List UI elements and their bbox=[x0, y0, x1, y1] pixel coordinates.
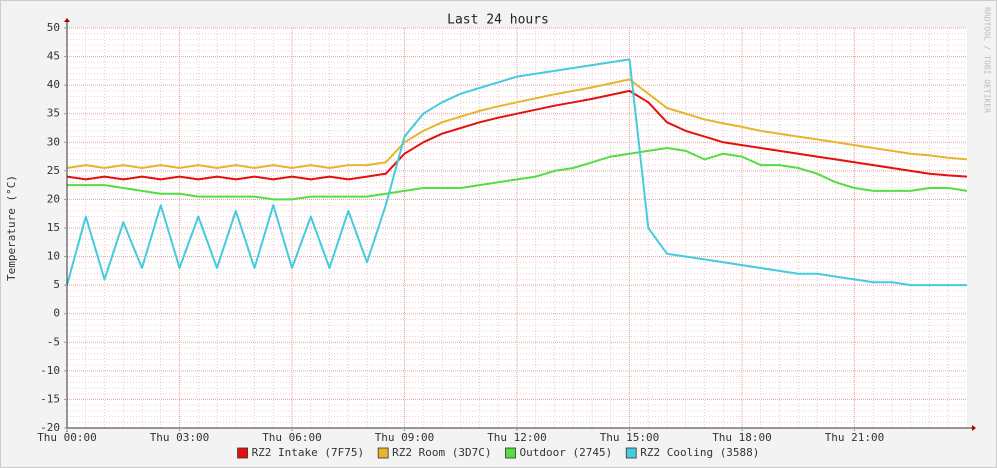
y-tick-label: -20 bbox=[40, 421, 60, 434]
x-tick-label: Thu 09:00 bbox=[375, 431, 435, 444]
y-tick-label: 0 bbox=[53, 307, 60, 320]
legend-label: RZ2 Cooling (3588) bbox=[640, 446, 759, 459]
chart-title: Last 24 hours bbox=[447, 13, 549, 28]
x-tick-label: Thu 15:00 bbox=[600, 431, 660, 444]
y-tick-label: 5 bbox=[53, 278, 60, 291]
series-line bbox=[66, 78, 968, 169]
x-tick-label: Thu 03:00 bbox=[150, 431, 210, 444]
x-tick-label: Thu 12:00 bbox=[487, 431, 547, 444]
y-tick-label: 40 bbox=[47, 78, 60, 91]
y-tick-label: 25 bbox=[47, 164, 60, 177]
legend-label: RZ2 Room (3D7C) bbox=[392, 446, 491, 459]
legend-swatch bbox=[625, 447, 637, 459]
y-axis-label: Temperature (°C) bbox=[5, 175, 18, 281]
x-tick-label: Thu 00:00 bbox=[37, 431, 97, 444]
y-tick-label: -10 bbox=[40, 364, 60, 377]
y-tick-label: 35 bbox=[47, 107, 60, 120]
legend-item: RZ2 Intake (7F75) bbox=[237, 446, 365, 459]
legend-label: Outdoor (2745) bbox=[520, 446, 613, 459]
x-arrow bbox=[972, 425, 976, 431]
y-tick-label: -5 bbox=[47, 335, 60, 348]
legend-item: Outdoor (2745) bbox=[505, 446, 613, 459]
legend-swatch bbox=[505, 447, 516, 459]
y-tick-label: 15 bbox=[47, 221, 60, 234]
y-tick-label: 30 bbox=[47, 135, 60, 148]
legend-label: RZ2 Intake (7F75) bbox=[252, 446, 365, 459]
x-tick-label: Thu 21:00 bbox=[825, 431, 885, 444]
legend-item: RZ2 Room (3D7C) bbox=[377, 446, 492, 459]
legend-swatch bbox=[237, 447, 248, 459]
y-tick-label: 45 bbox=[47, 50, 60, 63]
series-line bbox=[66, 58, 967, 287]
watermark: RRDTOOL / TOBI OETIKER bbox=[983, 7, 992, 113]
y-tick-label: -15 bbox=[40, 392, 60, 405]
legend-item: RZ2 Cooling (3588) bbox=[625, 446, 759, 459]
y-tick-label: 10 bbox=[47, 250, 60, 263]
lines bbox=[66, 58, 968, 287]
x-tick-label: Thu 06:00 bbox=[262, 431, 322, 444]
series-line bbox=[66, 89, 968, 181]
series-line bbox=[67, 147, 968, 201]
legend-swatch bbox=[377, 447, 389, 459]
y-tick-label: 20 bbox=[47, 192, 60, 205]
y-arrow bbox=[64, 18, 70, 22]
y-tick-label: 50 bbox=[47, 21, 60, 34]
legend: RZ2 Intake (7F75) RZ2 Room (3D7C) Outdoor … bbox=[237, 446, 759, 459]
grid bbox=[66, 27, 967, 429]
x-tick-label: Thu 18:00 bbox=[712, 431, 772, 444]
